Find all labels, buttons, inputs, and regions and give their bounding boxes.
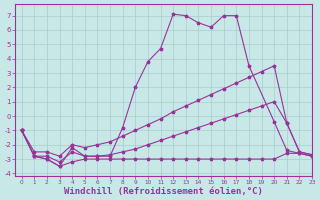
X-axis label: Windchill (Refroidissement éolien,°C): Windchill (Refroidissement éolien,°C) bbox=[64, 187, 263, 196]
